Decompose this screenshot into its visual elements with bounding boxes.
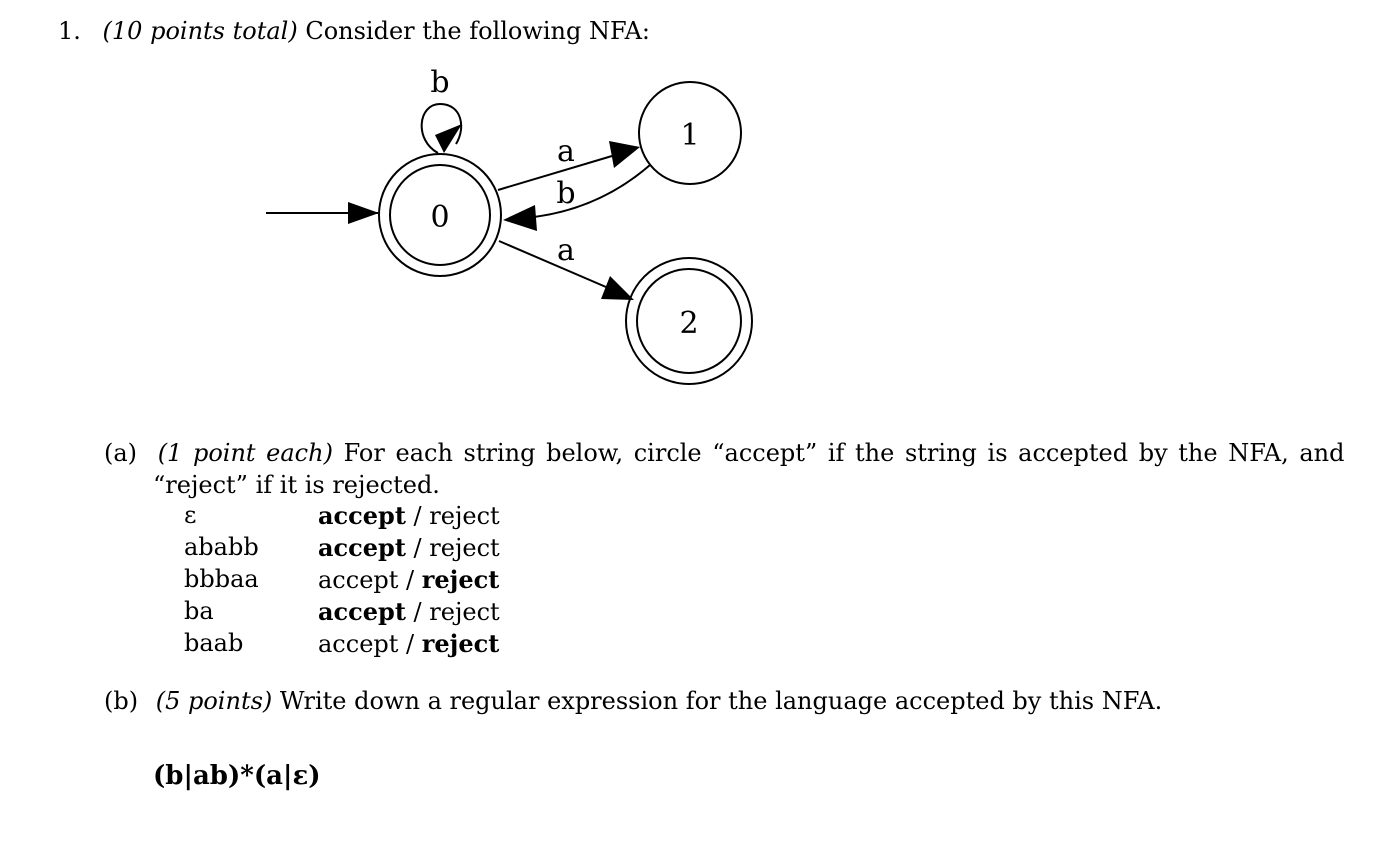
option-separator: / — [406, 502, 429, 530]
regex-answer: (b|ab)*(a|ε) — [153, 761, 321, 791]
row-string: baab — [184, 629, 243, 657]
option-separator: / — [406, 598, 429, 626]
row-answer: accept / reject — [318, 629, 499, 658]
start-arrowhead — [348, 202, 379, 224]
row-string: ε — [184, 501, 196, 529]
self-loop-label: b — [430, 65, 449, 100]
reject-option: reject — [429, 534, 499, 562]
row-string: ababb — [184, 533, 259, 561]
nfa-diagram: 0 b 1 2 a b a — [0, 0, 1374, 420]
edge-1-0 — [534, 165, 650, 217]
edge-0-1-label: a — [557, 134, 575, 169]
edge-0-2-arrowhead — [601, 276, 634, 300]
state-2-label: 2 — [679, 306, 698, 341]
edge-1-0-arrowhead — [503, 205, 537, 231]
part-a-text-line1: For each string below, circle “accept” i… — [344, 439, 1345, 467]
edge-1-0-label: b — [556, 176, 575, 211]
reject-option: reject — [429, 502, 499, 530]
row-answer: accept / reject — [318, 565, 499, 594]
part-a-prompt: (a) (1 point each) For each string below… — [104, 439, 1345, 467]
row-answer: accept / reject — [318, 501, 500, 530]
part-a-points: (1 point each) — [158, 439, 333, 467]
edge-0-2-label: a — [557, 233, 575, 268]
state-1: 1 — [639, 82, 741, 184]
row-string: ba — [184, 597, 214, 625]
reject-option: reject — [429, 598, 499, 626]
accept-option: accept — [318, 566, 398, 594]
accept-option: accept — [318, 533, 406, 562]
part-b-prompt: (b) (5 points) Write down a regular expr… — [104, 687, 1162, 715]
row-answer: accept / reject — [318, 533, 500, 562]
row-string: bbbaa — [184, 565, 259, 593]
edge-0-2 — [499, 241, 606, 287]
edge-0-1-arrowhead — [609, 141, 640, 168]
reject-option: reject — [422, 565, 500, 594]
accept-option: accept — [318, 630, 398, 658]
part-a-label: (a) — [104, 439, 137, 467]
row-answer: accept / reject — [318, 597, 500, 626]
part-a-text-line2: “reject” if it is rejected. — [153, 471, 440, 499]
accept-option: accept — [318, 597, 406, 626]
edge-0-1 — [498, 156, 612, 190]
option-separator: / — [398, 566, 421, 594]
part-b-text: Write down a regular expression for the … — [280, 687, 1162, 715]
part-b-points: (5 points) — [156, 687, 273, 715]
reject-option: reject — [422, 629, 500, 658]
state-0: 0 — [379, 154, 501, 276]
state-0-label: 0 — [430, 200, 449, 235]
accept-option: accept — [318, 501, 406, 530]
option-separator: / — [398, 630, 421, 658]
state-2: 2 — [626, 258, 752, 384]
option-separator: / — [406, 534, 429, 562]
state-1-label: 1 — [680, 118, 699, 153]
part-b-label: (b) — [104, 687, 138, 715]
